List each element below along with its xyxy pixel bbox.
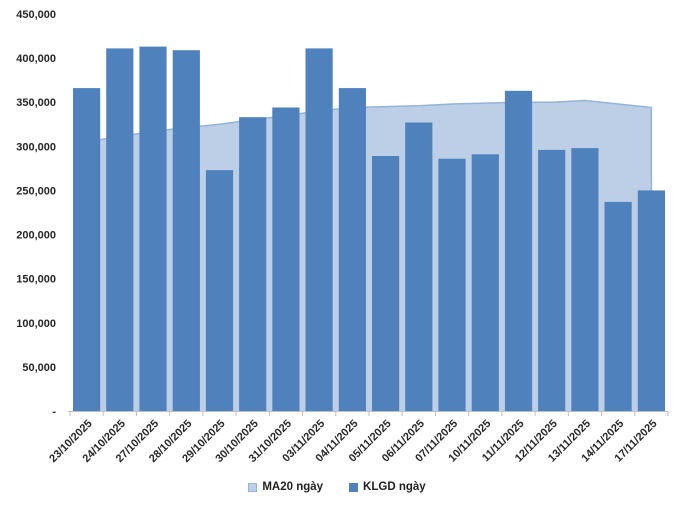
y-axis-label: 150,000 <box>16 274 56 286</box>
y-axis-label: 100,000 <box>16 318 56 330</box>
bar[interactable] <box>637 190 665 411</box>
ma20-area <box>86 100 652 411</box>
legend-item-klgd[interactable]: KLGD ngày <box>349 481 426 493</box>
bar[interactable] <box>73 88 101 411</box>
bar[interactable] <box>405 122 433 412</box>
bar[interactable] <box>604 201 632 411</box>
bar[interactable] <box>305 48 333 412</box>
bar[interactable] <box>471 154 499 412</box>
y-axis-label: 400,000 <box>16 53 56 65</box>
chart-legend: MA20 ngày KLGD ngày <box>0 481 674 493</box>
legend-item-ma20[interactable]: MA20 ngày <box>248 481 323 493</box>
bar[interactable] <box>504 90 533 412</box>
bar[interactable] <box>372 156 400 411</box>
y-axis-label: - <box>52 406 56 418</box>
bar[interactable] <box>272 107 300 412</box>
y-axis-label: 250,000 <box>16 185 56 197</box>
bar[interactable] <box>172 50 200 411</box>
legend-label-klgd: KLGD ngày <box>363 481 426 493</box>
bar[interactable] <box>571 148 599 411</box>
y-axis-label: 450,000 <box>16 9 56 21</box>
bar[interactable] <box>106 48 134 412</box>
klgd-swatch-icon <box>349 482 359 492</box>
y-axis-label: 300,000 <box>16 141 56 153</box>
y-axis-label: 200,000 <box>16 230 56 242</box>
bar[interactable] <box>438 158 466 411</box>
legend-label-ma20: MA20 ngày <box>262 481 324 493</box>
bar[interactable] <box>139 46 167 411</box>
bar[interactable] <box>338 88 366 411</box>
bar[interactable] <box>538 149 566 411</box>
bar[interactable] <box>205 170 234 411</box>
y-axis-label: 50,000 <box>22 362 56 374</box>
bar[interactable] <box>239 117 267 411</box>
y-axis-label: 350,000 <box>16 97 56 109</box>
ma20-swatch-icon <box>248 482 258 492</box>
